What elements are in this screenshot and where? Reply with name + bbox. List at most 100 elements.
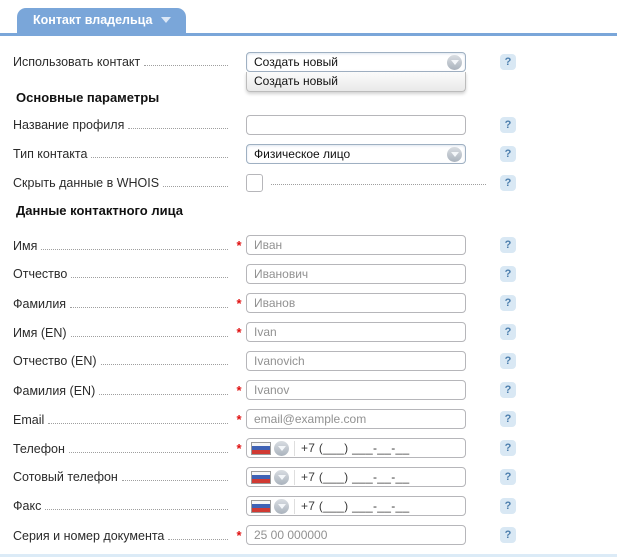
phone-input[interactable]: +7 (___) ___-__-__ xyxy=(246,438,466,458)
dropdown-option-create-new[interactable]: Создать новый xyxy=(254,74,338,88)
field-row-email: Email * ? xyxy=(13,409,617,429)
next-section-edge xyxy=(0,554,617,557)
help-icon[interactable]: ? xyxy=(500,411,516,427)
first-name-label: Имя xyxy=(13,238,38,253)
help-icon[interactable]: ? xyxy=(500,498,516,514)
last-name-input[interactable] xyxy=(246,293,466,313)
help-icon[interactable]: ? xyxy=(500,295,516,311)
contact-type-value: Физическое лицо xyxy=(254,147,351,161)
help-icon[interactable]: ? xyxy=(500,440,516,456)
dotted-leader xyxy=(41,240,228,250)
help-icon[interactable]: ? xyxy=(500,117,516,133)
help-icon[interactable]: ? xyxy=(500,324,516,340)
dotted-leader xyxy=(91,148,228,158)
help-icon[interactable]: ? xyxy=(500,237,516,253)
contact-type-label: Тип контакта xyxy=(13,147,88,161)
first-name-input[interactable] xyxy=(246,235,466,255)
section-heading-person: Данные контактного лица xyxy=(16,203,183,218)
use-contact-select[interactable]: Создать новый xyxy=(246,52,466,72)
field-row-use-contact: Использовать контакт Создать новый Созда… xyxy=(13,52,617,92)
required-mark: * xyxy=(236,295,242,311)
divider xyxy=(294,469,295,485)
country-dropdown-arrow-icon[interactable] xyxy=(274,440,289,456)
tab-label: Контакт владельца xyxy=(33,13,153,27)
mobile-phone-input[interactable]: +7 (___) ___-__-__ xyxy=(246,467,466,487)
first-name-en-label: Имя (EN) xyxy=(13,325,67,340)
dotted-leader xyxy=(271,175,486,185)
mobile-phone-label: Сотовый телефон xyxy=(13,470,118,484)
dotted-leader xyxy=(163,177,228,187)
dotted-leader xyxy=(70,298,228,308)
phone-mask: +7 (___) ___-__-__ xyxy=(301,441,410,455)
required-mark: * xyxy=(236,440,242,456)
russia-flag-icon xyxy=(251,499,271,513)
first-name-en-input[interactable] xyxy=(246,322,466,342)
last-name-en-label: Фамилия (EN) xyxy=(13,383,96,398)
field-row-middle-name: Отчество ? xyxy=(13,264,617,284)
help-icon[interactable]: ? xyxy=(500,382,516,398)
document-input[interactable] xyxy=(246,525,466,545)
profile-name-input[interactable] xyxy=(246,115,466,135)
hide-whois-checkbox[interactable] xyxy=(246,174,263,192)
last-name-label: Фамилия xyxy=(13,296,67,311)
help-icon[interactable]: ? xyxy=(500,353,516,369)
help-icon[interactable]: ? xyxy=(500,146,516,162)
document-label: Серия и номер документа xyxy=(13,528,165,543)
dotted-leader xyxy=(144,56,228,66)
dotted-leader xyxy=(100,355,228,365)
contact-type-select[interactable]: Физическое лицо xyxy=(246,144,466,164)
required-mark: * xyxy=(236,411,242,427)
country-dropdown-arrow-icon[interactable] xyxy=(274,498,289,514)
help-icon[interactable]: ? xyxy=(500,266,516,282)
dotted-leader xyxy=(128,119,228,129)
use-contact-dropdown-menu: Создать новый xyxy=(246,72,466,92)
tab-owner-contact[interactable]: Контакт владельца xyxy=(17,8,187,33)
dotted-leader xyxy=(48,414,228,424)
required-mark: * xyxy=(236,237,242,253)
dropdown-arrow-icon[interactable] xyxy=(447,146,462,162)
divider xyxy=(294,440,295,456)
required-mark: * xyxy=(236,527,242,543)
field-row-middle-name-en: Отчество (EN) ? xyxy=(13,351,617,371)
help-icon[interactable]: ? xyxy=(500,54,516,70)
fax-label: Факс xyxy=(13,499,42,513)
field-row-hide-whois: Скрыть данные в WHOIS ? xyxy=(13,173,617,193)
fax-mask: +7 (___) ___-__-__ xyxy=(301,499,410,513)
email-label: Email xyxy=(13,412,45,427)
fax-input[interactable]: +7 (___) ___-__-__ xyxy=(246,496,466,516)
middle-name-en-label: Отчество (EN) xyxy=(13,354,97,368)
profile-name-label: Название профиля xyxy=(13,118,125,132)
tab-underline xyxy=(0,33,617,36)
field-row-last-name: Фамилия * ? xyxy=(13,293,617,313)
email-input[interactable] xyxy=(246,409,466,429)
field-row-document: Серия и номер документа * ? xyxy=(13,525,617,545)
hide-whois-label: Скрыть данные в WHOIS xyxy=(13,176,160,190)
middle-name-label: Отчество xyxy=(13,267,68,281)
dotted-leader xyxy=(71,268,228,278)
use-contact-value: Создать новый xyxy=(254,55,338,69)
last-name-en-input[interactable] xyxy=(246,380,466,400)
field-row-first-name: Имя * ? xyxy=(13,235,617,255)
middle-name-en-input[interactable] xyxy=(246,351,466,371)
dropdown-arrow-icon[interactable] xyxy=(447,54,462,70)
help-icon[interactable]: ? xyxy=(500,469,516,485)
dotted-leader xyxy=(99,385,228,395)
country-dropdown-arrow-icon[interactable] xyxy=(274,469,289,485)
russia-flag-icon xyxy=(251,470,271,484)
caret-down-icon xyxy=(161,17,172,23)
field-row-mobile-phone: Сотовый телефон +7 (___) ___-__-__ ? xyxy=(13,467,617,487)
phone-label: Телефон xyxy=(13,441,65,456)
help-icon[interactable]: ? xyxy=(500,175,516,191)
field-row-first-name-en: Имя (EN) * ? xyxy=(13,322,617,342)
help-icon[interactable]: ? xyxy=(500,527,516,543)
dotted-leader xyxy=(45,500,228,510)
field-row-phone: Телефон * +7 (___) ___-__-__ ? xyxy=(13,438,617,458)
mobile-phone-mask: +7 (___) ___-__-__ xyxy=(301,470,410,484)
middle-name-input[interactable] xyxy=(246,264,466,284)
required-mark: * xyxy=(236,382,242,398)
dotted-leader xyxy=(121,471,228,481)
dotted-leader xyxy=(168,530,228,540)
use-contact-label: Использовать контакт xyxy=(13,55,141,69)
dotted-leader xyxy=(70,327,228,337)
required-mark: * xyxy=(236,324,242,340)
